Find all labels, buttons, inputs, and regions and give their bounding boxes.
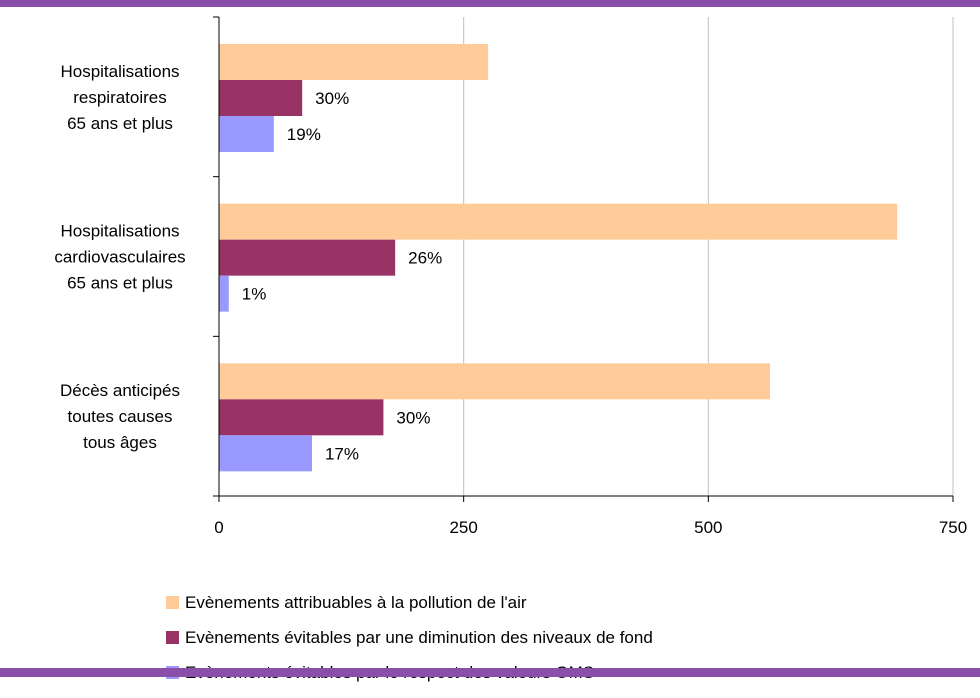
category-label-1-line-2: 65 ans et plus xyxy=(67,274,173,293)
data-label-series1-cat1: 26% xyxy=(408,249,442,268)
gridlines xyxy=(463,17,954,496)
category-label-2-line-1: toutes causes xyxy=(68,407,173,426)
x-tick-label-500: 500 xyxy=(694,518,722,537)
category-label-1-line-0: Hospitalisations xyxy=(60,222,179,241)
bar-series2-cat0 xyxy=(219,116,274,152)
bar-series1-cat2 xyxy=(219,399,384,436)
category-label-0-line-2: 65 ans et plus xyxy=(67,114,173,133)
bar-series2-cat2 xyxy=(219,435,312,472)
category-label-2-line-2: tous âges xyxy=(83,433,157,452)
legend-swatch-background-reduction xyxy=(166,631,179,644)
legend-item-attributable: Evènements attribuables à la pollution d… xyxy=(166,593,653,612)
axes xyxy=(213,16,954,502)
category-label-0-line-0: Hospitalisations xyxy=(60,62,179,81)
data-label-series2-cat2: 17% xyxy=(325,444,359,463)
bar-series0-cat0 xyxy=(219,44,489,80)
bottom-decorative-stripe xyxy=(0,668,980,677)
bars xyxy=(219,44,898,472)
x-tick-label-750: 750 xyxy=(939,518,967,537)
category-label-1-line-1: cardiovasculaires xyxy=(54,248,185,267)
legend: Evènements attribuables à la pollution d… xyxy=(166,593,653,698)
bar-series2-cat1 xyxy=(219,275,229,312)
data-label-series2-cat1: 1% xyxy=(242,285,267,304)
bar-series0-cat2 xyxy=(219,363,770,400)
data-label-series1-cat2: 30% xyxy=(396,408,430,427)
data-label-series2-cat0: 19% xyxy=(287,125,321,144)
category-label-2-line-0: Décès anticipés xyxy=(60,381,180,400)
x-tick-label-0: 0 xyxy=(214,518,223,537)
bar-series1-cat0 xyxy=(219,80,303,116)
legend-label-background-reduction: Evènements évitables par une diminution … xyxy=(185,627,653,647)
data-label-series1-cat0: 30% xyxy=(315,89,349,108)
category-label-0-line-1: respiratoires xyxy=(73,88,167,107)
bar-series0-cat1 xyxy=(219,203,898,240)
legend-label-attributable: Evènements attribuables à la pollution d… xyxy=(185,592,527,612)
top-decorative-stripe xyxy=(0,0,980,7)
bar-chart: 30% 19% Hospitalisations respiratoires 65 an… xyxy=(54,16,967,537)
legend-item-background-reduction: Evènements évitables par une diminution … xyxy=(166,628,653,647)
legend-swatch-attributable xyxy=(166,596,179,609)
labels: 30% 19% Hospitalisations respiratoires 65 an… xyxy=(54,62,967,537)
x-tick-label-250: 250 xyxy=(449,518,477,537)
bar-series1-cat1 xyxy=(219,239,396,276)
